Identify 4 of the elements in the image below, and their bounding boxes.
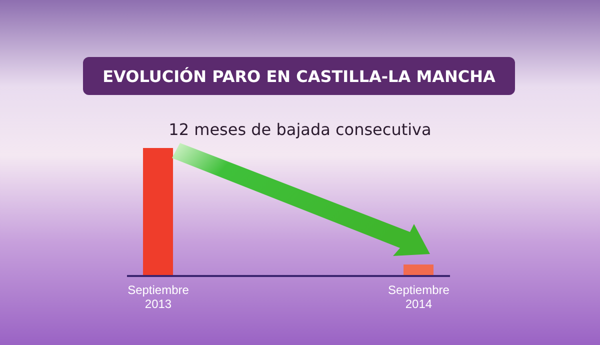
x-tick-label: Septiembre 2013 [128, 283, 190, 311]
x-tick-label: Septiembre 2014 [388, 283, 450, 311]
chart-title: EVOLUCIÓN PARO EN CASTILLA-LA MANCHA [83, 57, 515, 95]
chart-subtitle: 12 meses de bajada consecutiva [168, 120, 432, 139]
